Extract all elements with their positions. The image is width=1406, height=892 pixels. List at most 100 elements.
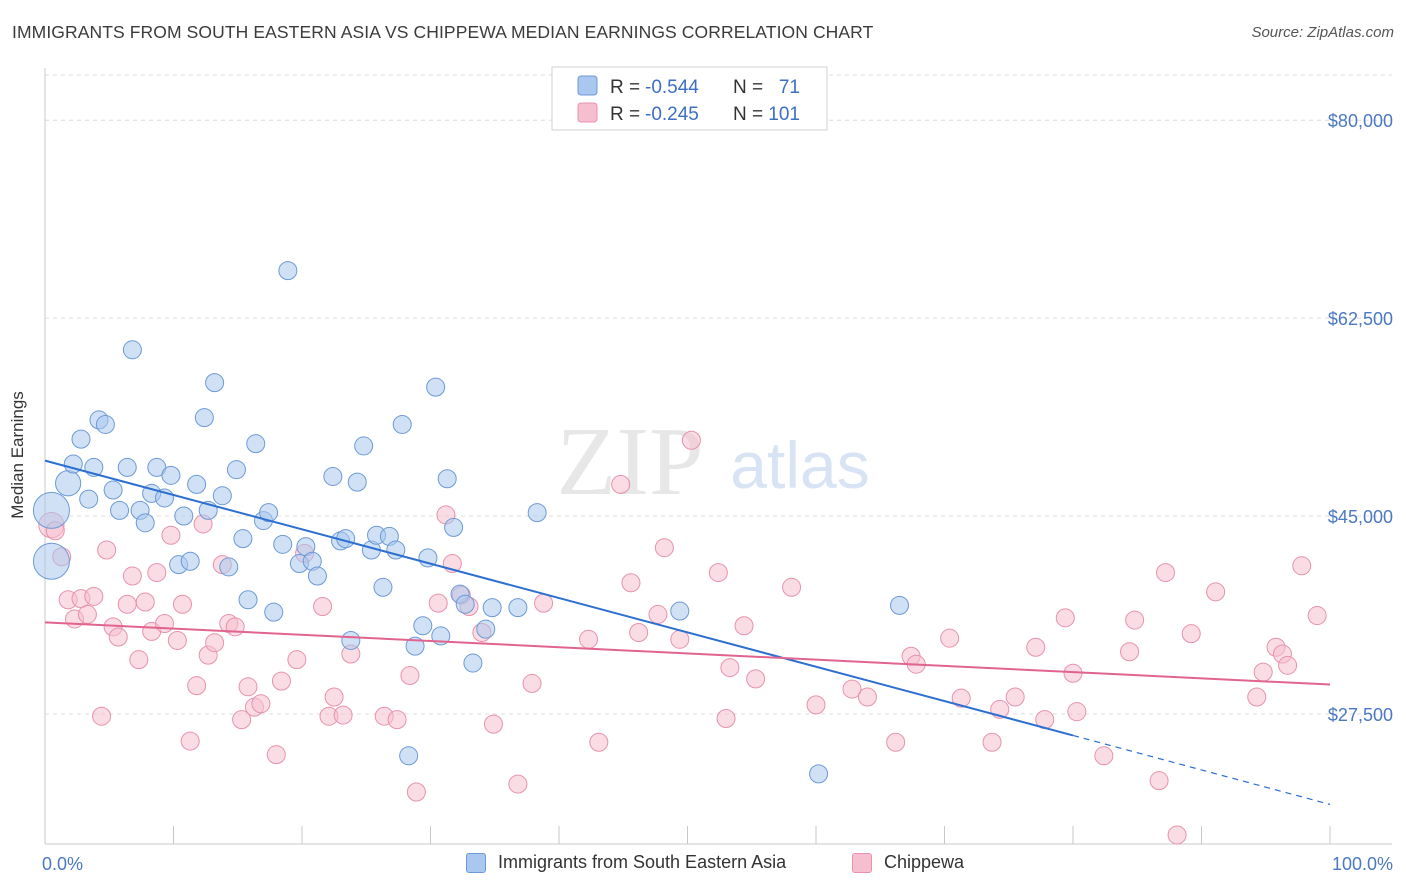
legend-item-chippewa[interactable]: Chippewa [852, 852, 964, 873]
sea-point-51 [386, 540, 406, 560]
chippewa-point-53 [483, 714, 503, 734]
x-tick-label-0: 0.0% [42, 854, 83, 874]
chippewa-point-56 [534, 593, 554, 613]
chippewa-point-44 [387, 710, 407, 730]
sea-point-68 [809, 764, 829, 784]
chippewa-point-63 [654, 538, 674, 558]
chippewa-point-80 [982, 732, 1002, 752]
sea-point-1 [32, 542, 70, 580]
chippewa-point-100 [1278, 655, 1298, 675]
watermark-atlas: atlas [730, 428, 869, 502]
chippewa-point-22 [180, 731, 200, 751]
chippewa-point-96 [1247, 687, 1267, 707]
chippewa-trend-line [44, 621, 1331, 686]
sea-point-0 [32, 491, 70, 529]
chippewa-point-102 [1307, 606, 1327, 626]
stats-r-value-pink: -0.245 [645, 104, 699, 125]
sea-point-57 [426, 377, 446, 397]
sea-point-12 [122, 340, 142, 360]
sea-point-59 [437, 469, 457, 489]
sea-point-46 [354, 436, 374, 456]
chippewa-point-6 [77, 604, 97, 624]
sea-point-41 [323, 466, 343, 486]
chippewa-point-46 [406, 782, 426, 802]
sea-point-40 [307, 566, 327, 586]
chippewa-point-60 [621, 573, 641, 593]
sea-points [32, 261, 910, 784]
chippewa-point-66 [708, 563, 728, 583]
sea-point-10 [110, 500, 130, 520]
sea-point-23 [194, 408, 214, 428]
sea-point-29 [233, 529, 253, 549]
sea-point-63 [463, 653, 483, 673]
sea-trend-line [44, 459, 1074, 737]
sea-point-4 [71, 429, 91, 449]
stats-n-label-pink: N = [733, 104, 763, 125]
chippewa-point-82 [1005, 687, 1025, 707]
chart-title: IMMIGRANTS FROM SOUTH EASTERN ASIA VS CH… [12, 22, 874, 42]
stats-r-label-pink: R = [610, 104, 640, 125]
chippewa-point-30 [232, 710, 252, 730]
chippewa-point-26 [205, 633, 225, 653]
chippewa-point-85 [1055, 608, 1075, 628]
chippewa-point-71 [782, 577, 802, 597]
stats-box: R = -0.544 N = 71 R = -0.245 N = 101 [551, 66, 828, 131]
sea-point-36 [278, 261, 298, 281]
chippewa-point-61 [629, 623, 649, 643]
sea-trend-extension [1072, 734, 1331, 805]
chippewa-point-91 [1149, 771, 1169, 791]
chippewa-point-34 [266, 745, 286, 765]
grid-lines [45, 74, 1392, 715]
chippewa-point-68 [720, 658, 740, 678]
sea-point-44 [341, 630, 361, 650]
sea-point-20 [174, 506, 194, 526]
sea-point-33 [259, 503, 279, 523]
chippewa-point-9 [97, 540, 117, 560]
legend-item-sea[interactable]: Immigrants from South Eastern Asia [466, 852, 786, 873]
sea-point-69 [890, 595, 910, 615]
sea-point-67 [670, 601, 690, 621]
chippewa-point-31 [238, 677, 258, 697]
chippewa-point-20 [167, 630, 187, 650]
chippewa-point-92 [1156, 563, 1176, 583]
chippewa-point-58 [589, 732, 609, 752]
chippewa-point-87 [1067, 702, 1087, 722]
chippewa-point-94 [1181, 624, 1201, 644]
legend-label-chippewa: Chippewa [884, 852, 965, 872]
sea-point-14 [135, 513, 155, 533]
legend-swatch-chippewa [852, 852, 872, 873]
sea-point-9 [103, 480, 123, 500]
chippewa-point-55 [522, 673, 542, 693]
chippewa-point-93 [1167, 825, 1187, 845]
sea-point-65 [482, 598, 502, 618]
chippewa-point-97 [1253, 662, 1273, 682]
chippewa-point-88 [1094, 746, 1114, 766]
chippewa-point-101 [1292, 556, 1312, 576]
x-tick-label-1: 100.0% [1332, 854, 1393, 874]
chippewa-point-11 [108, 627, 128, 647]
chippewa-point-54 [508, 774, 528, 794]
sea-point-49 [373, 577, 393, 597]
chippewa-point-36 [287, 650, 307, 670]
sea-point-60 [444, 517, 464, 537]
chippewa-point-62 [648, 604, 668, 624]
legend-label-sea: Immigrants from South Eastern Asia [498, 852, 787, 872]
sea-point-54 [405, 636, 425, 656]
sea-point-53 [399, 746, 419, 766]
stats-n-label-blue: N = [733, 77, 763, 98]
sea-point-55 [413, 616, 433, 636]
chippewa-point-15 [135, 592, 155, 612]
chippewa-point-38 [313, 597, 333, 617]
chippewa-point-89 [1120, 642, 1140, 662]
sea-point-18 [161, 465, 181, 485]
legend-swatch-sea [466, 852, 486, 873]
chippewa-point-7 [84, 586, 104, 606]
chippewa-point-8 [92, 706, 112, 726]
chippewa-point-74 [857, 687, 877, 707]
stats-n-value-blue: 71 [779, 77, 800, 98]
stats-n-value-pink: 101 [768, 104, 800, 125]
sea-point-28 [226, 460, 246, 480]
chippewa-point-70 [746, 669, 766, 689]
axes [44, 68, 1392, 845]
